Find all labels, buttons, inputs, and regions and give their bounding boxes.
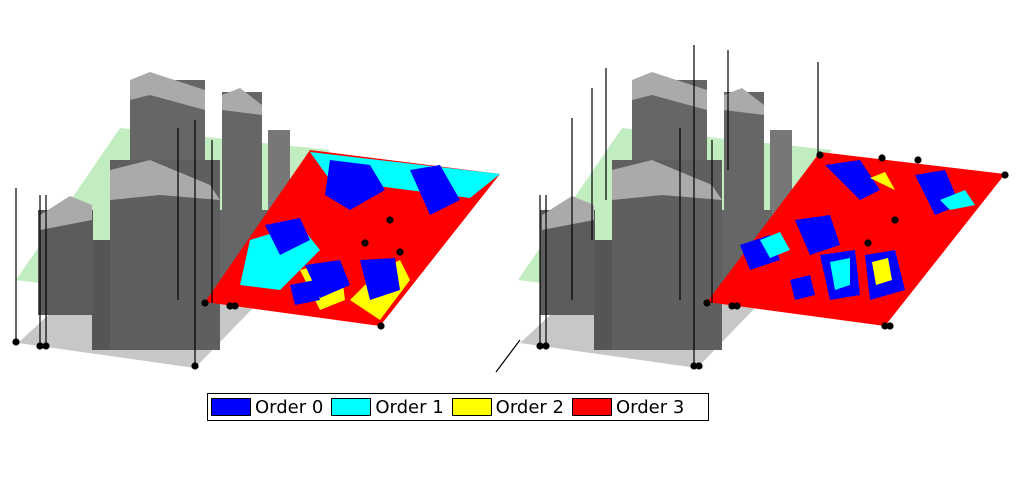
legend-label: Order 1 xyxy=(375,396,444,418)
legend-label: Order 3 xyxy=(615,396,685,418)
legend-item-order-3: Order 3 xyxy=(571,396,685,418)
legend-item-order-1: Order 1 xyxy=(331,396,444,418)
legend: Order 0 Order 1 Order 2 Order 3 xyxy=(207,393,709,421)
legend-swatch xyxy=(571,398,612,416)
legend-item-order-0: Order 0 xyxy=(211,397,323,418)
legend-swatch xyxy=(331,398,372,416)
legend-swatch xyxy=(211,398,251,416)
antennas-right xyxy=(495,45,1009,373)
coverage-map-left xyxy=(205,150,500,326)
right-panel xyxy=(495,45,1009,373)
antennas-left xyxy=(12,120,404,370)
legend-item-order-2: Order 2 xyxy=(451,396,564,418)
building-cluster xyxy=(540,72,792,350)
left-panel xyxy=(12,72,500,370)
legend-label: Order 0 xyxy=(255,396,324,418)
legend-swatch xyxy=(451,398,492,416)
coverage-map-right xyxy=(707,152,1005,326)
legend-label: Order 2 xyxy=(495,396,564,418)
